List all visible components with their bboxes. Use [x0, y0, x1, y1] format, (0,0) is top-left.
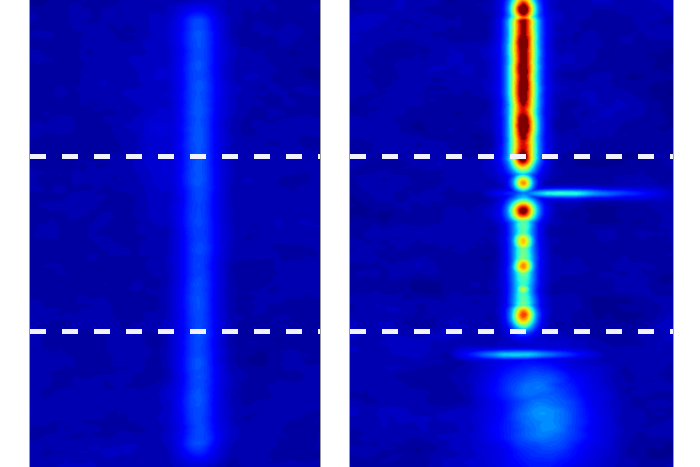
left-heatmap-canvas [30, 0, 320, 467]
right-heatmap-canvas [350, 0, 673, 467]
right-heatmap-panel [349, 0, 674, 467]
left-heatmap-panel [29, 0, 321, 467]
